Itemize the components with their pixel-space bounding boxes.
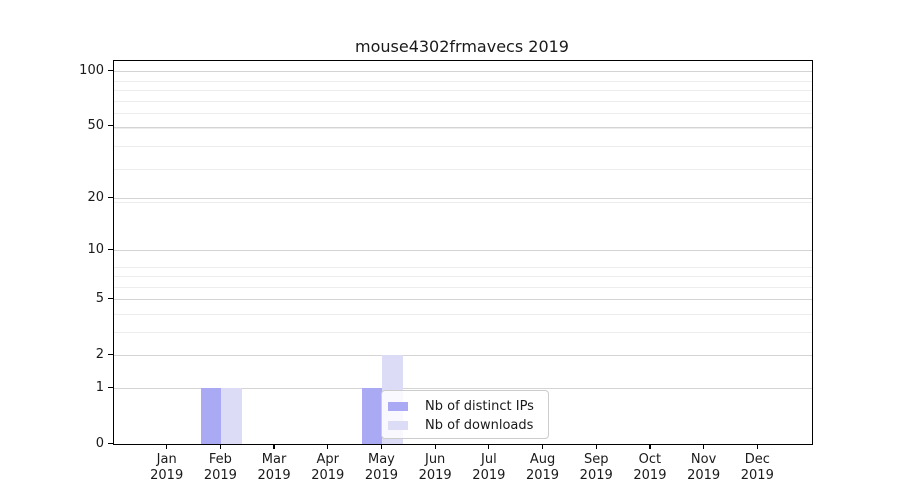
x-tick: [488, 444, 490, 449]
y-tick-label: 100: [79, 62, 104, 78]
gridline-minor: [114, 169, 812, 171]
gridline-major: [114, 299, 812, 301]
gridline-major: [114, 355, 812, 357]
legend-item: Nb of downloads: [388, 416, 540, 434]
y-tick-label: 5: [95, 290, 104, 306]
x-tick-label: Oct 2019: [633, 452, 667, 483]
y-tick-label: 10: [87, 241, 104, 257]
bar-nb-of-distinct-ips-may: [361, 388, 383, 444]
gridline-minor: [114, 332, 812, 334]
x-tick: [434, 444, 436, 449]
x-tick-label: Sep 2019: [579, 452, 613, 483]
x-tick-label: May 2019: [364, 452, 398, 483]
x-tick: [166, 444, 168, 449]
gridline-major: [114, 388, 812, 390]
x-tick-label: Feb 2019: [203, 452, 237, 483]
y-tick: [108, 442, 113, 444]
x-tick: [380, 444, 383, 449]
x-tick: [219, 444, 221, 449]
y-tick: [108, 248, 113, 251]
gridline-major: [114, 71, 812, 73]
y-tick: [108, 297, 113, 300]
y-tick-label: 1: [95, 379, 104, 395]
x-tick-label: Aug 2019: [525, 452, 560, 483]
legend-swatch-downloads: [388, 420, 408, 430]
gridline-minor: [114, 100, 812, 102]
x-tick: [649, 444, 651, 449]
gridline-minor: [114, 146, 812, 148]
y-tick-label: 20: [87, 189, 104, 205]
gridline-major: [114, 250, 812, 252]
gridline-minor: [114, 314, 812, 316]
legend-label: Nb of downloads: [425, 417, 534, 433]
x-tick-label: Apr 2019: [311, 452, 345, 483]
x-tick: [541, 444, 544, 449]
gridline-minor: [114, 128, 812, 130]
x-tick-label: Jan 2019: [150, 452, 184, 483]
plot-area: Nb of distinct IPs Nb of downloads: [113, 60, 813, 445]
x-tick-label: Mar 2019: [257, 452, 291, 483]
gridline-minor: [114, 266, 812, 268]
gridline-minor: [114, 286, 812, 288]
x-tick: [327, 444, 329, 449]
gridline-minor: [114, 113, 812, 115]
gridline-minor: [114, 80, 812, 82]
x-tick: [273, 444, 275, 449]
y-tick-label: 0: [95, 435, 104, 451]
x-tick-label: Jul 2019: [472, 452, 506, 483]
y-tick-label: 2: [95, 346, 104, 362]
y-tick: [108, 69, 113, 72]
chart-title: mouse4302frmavecs 2019: [355, 37, 569, 56]
bar-nb-of-downloads-feb: [221, 388, 242, 444]
x-tick-label: Nov 2019: [687, 452, 721, 483]
y-tick: [108, 125, 113, 127]
legend-item: Nb of distinct IPs: [388, 397, 540, 415]
gridline-major: [114, 198, 812, 200]
gridline-minor: [114, 276, 812, 278]
legend-label: Nb of distinct IPs: [425, 398, 534, 414]
gridline-major: [114, 126, 812, 128]
legend-swatch-distinct-ips: [388, 401, 408, 411]
bars-layer: [114, 61, 812, 444]
gridline-minor: [114, 90, 812, 92]
x-tick: [756, 444, 758, 449]
y-tick: [108, 353, 113, 355]
y-tick: [108, 196, 113, 198]
bar-nb-of-distinct-ips-feb: [200, 388, 222, 444]
x-tick: [703, 444, 705, 449]
x-tick: [595, 444, 597, 449]
gridline-minor: [114, 202, 812, 204]
legend: Nb of distinct IPs Nb of downloads: [381, 390, 549, 439]
y-tick: [108, 386, 113, 388]
x-tick-label: Jun 2019: [418, 452, 452, 483]
y-tick-label: 50: [87, 118, 104, 134]
grid-layer: [114, 61, 812, 444]
x-tick-label: Dec 2019: [740, 452, 774, 483]
